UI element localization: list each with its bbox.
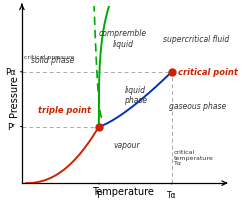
Text: critical
temperature
Tα: critical temperature Tα: [174, 149, 214, 166]
Y-axis label: Pressure: Pressure: [9, 74, 19, 116]
Text: Pα: Pα: [5, 68, 16, 77]
Text: triple point: triple point: [38, 106, 91, 115]
X-axis label: Temperature: Temperature: [92, 186, 154, 196]
Text: Pᵀ: Pᵀ: [7, 122, 16, 131]
Text: solid phase: solid phase: [31, 56, 74, 64]
Text: supercritical fluid: supercritical fluid: [163, 34, 229, 43]
Text: critical pressure: critical pressure: [24, 55, 75, 60]
Text: compremble
liquid: compremble liquid: [99, 29, 147, 49]
Text: critical point: critical point: [178, 68, 238, 77]
Text: gaseous phase: gaseous phase: [169, 101, 227, 110]
Text: Tα: Tα: [167, 190, 177, 199]
Text: vapour: vapour: [114, 140, 140, 149]
Text: liquid
phase: liquid phase: [124, 86, 147, 105]
Text: Tᵀ: Tᵀ: [95, 190, 103, 199]
